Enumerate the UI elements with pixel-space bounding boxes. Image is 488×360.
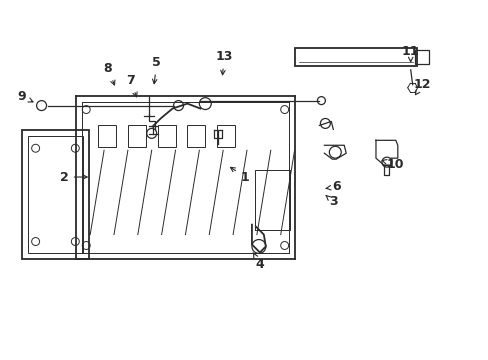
Text: 5: 5 (152, 57, 161, 84)
Text: 3: 3 (325, 195, 337, 208)
Bar (157, 125, 175, 147)
Bar (21, 130, 89, 260)
Text: 12: 12 (413, 78, 430, 95)
Text: 1: 1 (230, 167, 249, 184)
Bar (187, 125, 205, 147)
Text: 13: 13 (215, 50, 232, 75)
Text: 2: 2 (60, 171, 87, 184)
Bar (28, 136, 83, 253)
Text: 9: 9 (18, 90, 33, 103)
Text: 4: 4 (253, 253, 264, 271)
Bar (128, 125, 145, 147)
Bar (414, 50, 427, 64)
Bar (294, 48, 416, 66)
Text: 10: 10 (381, 158, 403, 171)
Bar (217, 125, 235, 147)
Bar (98, 125, 116, 147)
Text: 8: 8 (103, 62, 115, 85)
Text: 7: 7 (126, 74, 137, 97)
Text: 6: 6 (325, 180, 340, 193)
Text: 11: 11 (401, 45, 419, 62)
